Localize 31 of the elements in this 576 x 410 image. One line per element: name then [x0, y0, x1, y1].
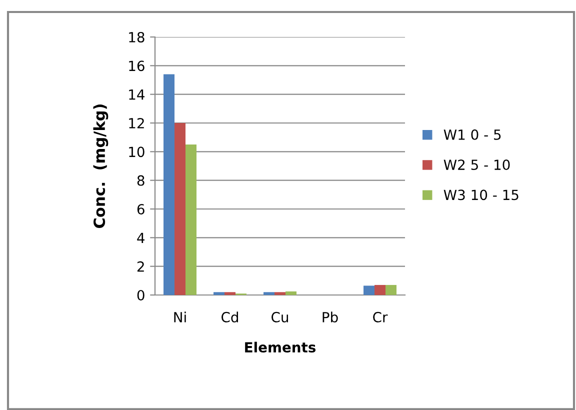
bar [164, 74, 174, 295]
bar [224, 292, 236, 295]
legend-label: W2 5 - 10 [444, 160, 510, 170]
y-axis-title: Conc. (mg/kg) [93, 104, 108, 228]
x-tick-label: Ni [174, 312, 186, 322]
x-tick-label: Pb [322, 312, 338, 322]
x-tick-label: Cu [272, 312, 288, 322]
y-tick-label: 18 [129, 32, 144, 42]
legend-label: W3 10 - 15 [444, 190, 518, 200]
x-tick-label: Cd [222, 312, 238, 322]
y-tick-label: 16 [129, 60, 144, 72]
bar [174, 123, 186, 295]
legend-label: W1 0 - 5 [444, 129, 501, 140]
bar [286, 291, 296, 295]
y-tick-label: 8 [137, 175, 144, 186]
bar [214, 292, 224, 295]
bar [386, 284, 396, 295]
x-tick-label: Cr [373, 312, 388, 322]
bar [374, 284, 386, 295]
y-tick-label: 10 [129, 146, 144, 158]
y-tick-label: 6 [137, 204, 144, 214]
y-tick-label: 0 [137, 290, 144, 300]
bar [364, 286, 374, 295]
bar [264, 292, 274, 295]
bar [274, 292, 286, 295]
y-tick-label: 2 [137, 261, 144, 272]
x-axis-title: Elements [245, 342, 316, 353]
bar [186, 144, 196, 295]
y-tick-label: 12 [129, 118, 144, 128]
y-tick-label: 4 [137, 232, 144, 243]
y-tick-label: 14 [129, 89, 144, 100]
